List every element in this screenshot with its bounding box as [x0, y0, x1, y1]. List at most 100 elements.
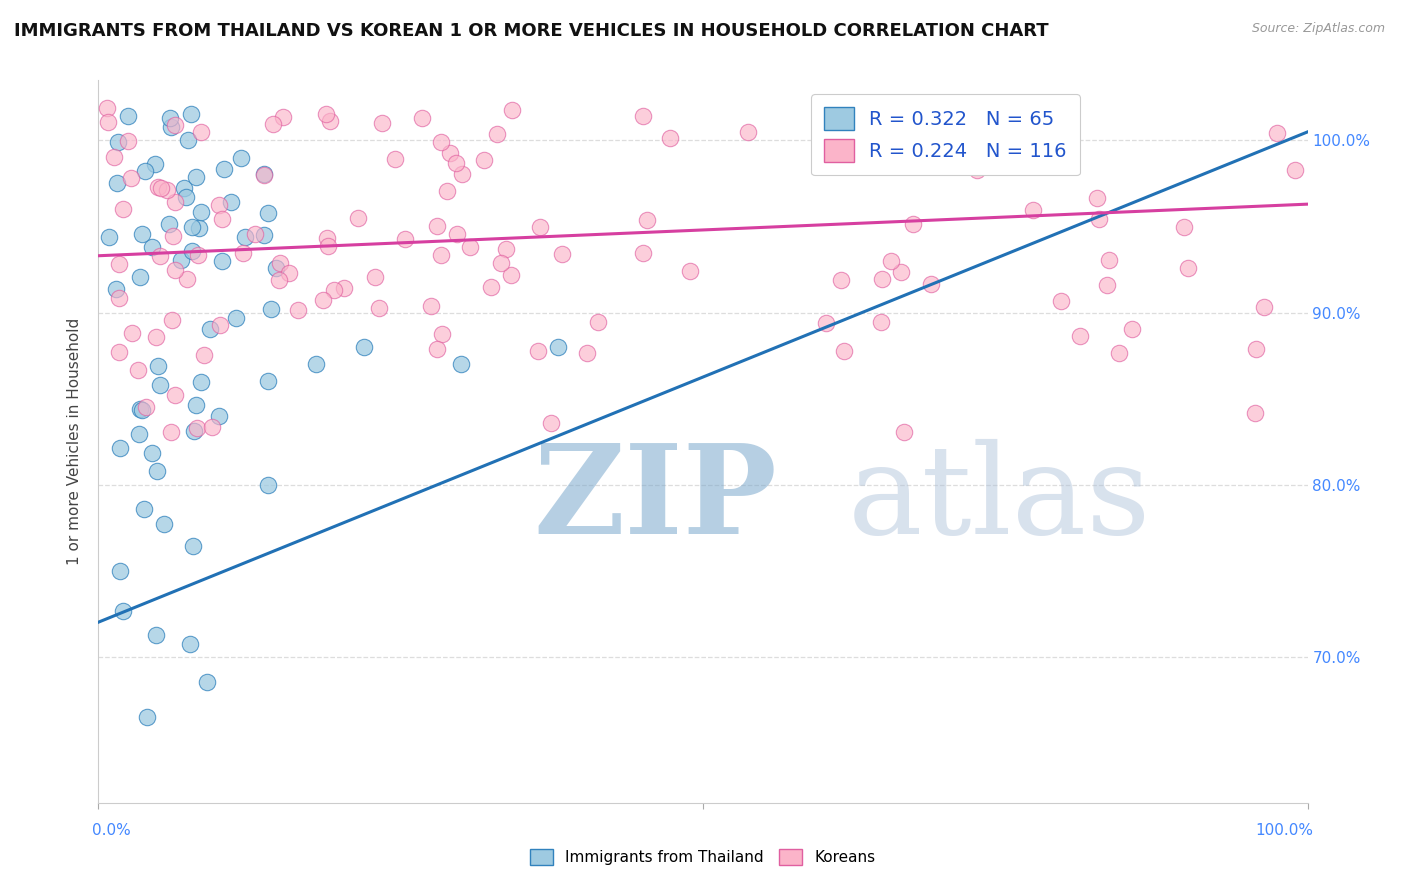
Point — [450, 357, 472, 371]
Point — [1265, 126, 1288, 140]
Point — [211, 253, 233, 268]
Point — [146, 464, 169, 478]
Point — [935, 128, 957, 142]
Point — [540, 416, 562, 430]
Point — [187, 248, 209, 262]
Point — [495, 242, 517, 256]
Point — [966, 162, 988, 177]
Point — [131, 227, 153, 242]
Point — [658, 131, 681, 145]
Point — [426, 219, 449, 234]
Point — [737, 125, 759, 139]
Text: IMMIGRANTS FROM THAILAND VS KOREAN 1 OR MORE VEHICLES IN HOUSEHOLD CORRELATION C: IMMIGRANTS FROM THAILAND VS KOREAN 1 OR … — [14, 22, 1049, 40]
Point — [117, 109, 139, 123]
Point — [870, 272, 893, 286]
Point — [177, 133, 200, 147]
Point — [183, 539, 205, 553]
Point — [120, 171, 142, 186]
Point — [271, 110, 294, 124]
Point — [1121, 322, 1143, 336]
Point — [176, 272, 198, 286]
Point — [576, 345, 599, 359]
Point — [253, 228, 276, 243]
Point — [153, 517, 176, 532]
Point — [107, 291, 129, 305]
Point — [333, 280, 356, 294]
Point — [631, 246, 654, 260]
Point — [170, 252, 193, 267]
Point — [315, 107, 337, 121]
Point — [384, 152, 406, 166]
Point — [472, 153, 495, 168]
Point — [312, 293, 335, 307]
Point — [173, 181, 195, 195]
Point — [458, 240, 481, 254]
Point — [134, 164, 156, 178]
Point — [121, 326, 143, 341]
Point — [221, 194, 243, 209]
Point — [108, 441, 131, 455]
Point — [1108, 346, 1130, 360]
Point — [117, 134, 139, 148]
Point — [190, 125, 212, 139]
Point — [245, 227, 267, 241]
Point — [156, 183, 179, 197]
Point — [322, 284, 344, 298]
Point — [253, 168, 276, 182]
Point — [143, 157, 166, 171]
Point — [264, 260, 287, 275]
Point — [1246, 343, 1268, 357]
Point — [880, 253, 903, 268]
Point — [1085, 191, 1108, 205]
Point — [1284, 162, 1306, 177]
Point — [1244, 406, 1267, 420]
Point — [105, 176, 128, 190]
Point — [1069, 329, 1091, 343]
Point — [260, 302, 283, 317]
Point — [1177, 261, 1199, 276]
Point — [181, 244, 204, 258]
Point — [127, 363, 149, 377]
Point — [1022, 202, 1045, 217]
Point — [269, 273, 291, 287]
Point — [145, 330, 167, 344]
Point — [108, 258, 131, 272]
Point — [212, 161, 235, 176]
Point — [256, 477, 278, 491]
Text: 100.0%: 100.0% — [1256, 823, 1313, 838]
Point — [368, 301, 391, 315]
Point — [193, 348, 215, 362]
Point — [832, 343, 855, 358]
Point — [181, 220, 204, 235]
Point — [198, 322, 221, 336]
Point — [879, 127, 901, 141]
Point — [103, 150, 125, 164]
Point — [269, 255, 291, 269]
Point — [97, 230, 120, 244]
Point — [262, 117, 284, 131]
Point — [316, 239, 339, 253]
Point — [231, 151, 253, 165]
Point — [107, 136, 129, 150]
Point — [201, 419, 224, 434]
Point — [353, 340, 375, 354]
Point — [253, 167, 276, 181]
Point — [444, 156, 467, 170]
Point — [501, 103, 523, 117]
Point — [183, 424, 205, 438]
Point — [631, 109, 654, 123]
Point — [97, 115, 120, 129]
Point — [486, 127, 509, 141]
Point — [1173, 220, 1195, 235]
Point — [108, 344, 131, 359]
Point — [190, 375, 212, 389]
Point — [1098, 252, 1121, 267]
Point — [315, 231, 337, 245]
Point — [108, 564, 131, 578]
Point — [1050, 293, 1073, 308]
Point — [163, 263, 186, 277]
Point — [128, 427, 150, 442]
Point — [501, 268, 523, 282]
Point — [277, 266, 299, 280]
Point — [1095, 277, 1118, 292]
